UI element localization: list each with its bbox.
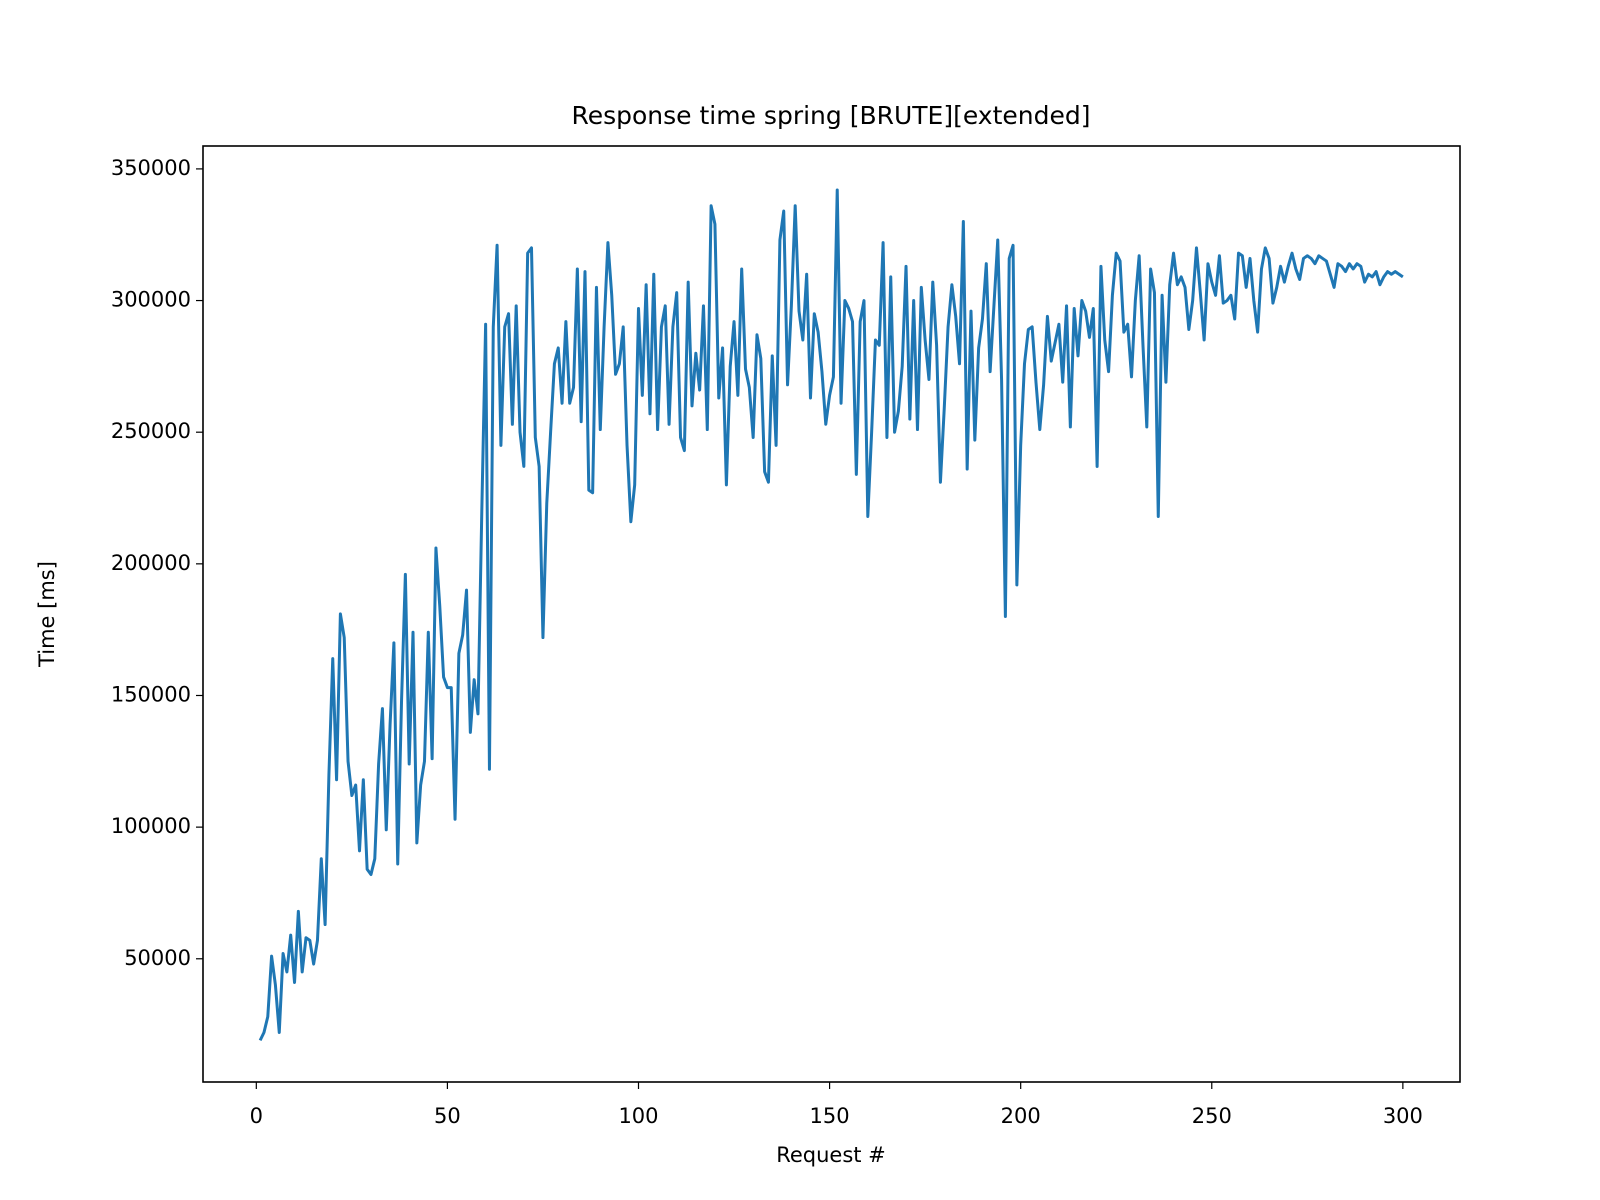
chart-title: Response time spring [BRUTE][extended] xyxy=(571,101,1090,130)
y-tick-label: 250000 xyxy=(111,419,191,443)
x-tick-label: 100 xyxy=(618,1104,658,1128)
plot-frame xyxy=(202,145,1461,1083)
y-tick-label: 300000 xyxy=(111,288,191,312)
y-tick-label: 50000 xyxy=(124,946,191,970)
y-axis-label: Time [ms] xyxy=(35,561,59,668)
y-tick-label: 350000 xyxy=(111,156,191,180)
y-tick-label: 200000 xyxy=(111,551,191,575)
x-tick-label: 50 xyxy=(434,1104,461,1128)
x-tick-label: 300 xyxy=(1383,1104,1423,1128)
y-tick-label: 100000 xyxy=(111,814,191,838)
x-axis-label: Request # xyxy=(776,1143,886,1167)
x-tick-label: 0 xyxy=(250,1104,263,1128)
x-tick-label: 150 xyxy=(810,1104,850,1128)
y-tick-label: 150000 xyxy=(111,682,191,706)
x-tick-label: 250 xyxy=(1192,1104,1232,1128)
x-tick-label: 200 xyxy=(1001,1104,1041,1128)
data-line xyxy=(258,188,1404,1042)
